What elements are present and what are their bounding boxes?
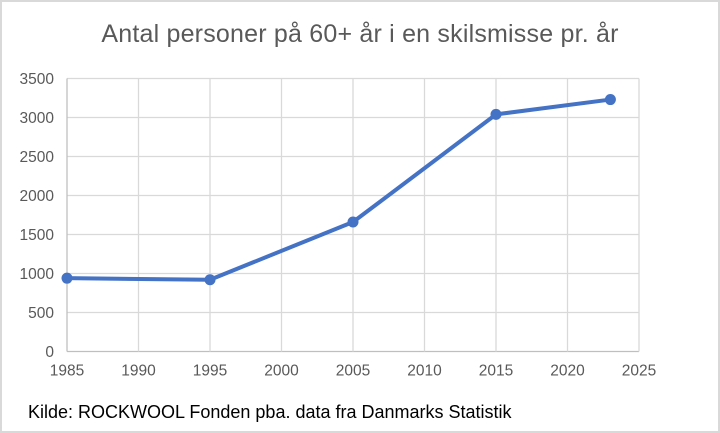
data-point-marker [604,94,616,106]
y-tick-label: 500 [28,305,54,322]
y-tick-label: 3500 [20,71,55,88]
y-tick-label: 2500 [20,149,55,166]
y-tick-label: 0 [45,344,54,361]
y-tick-label: 1500 [20,227,55,244]
data-point-marker [490,108,502,120]
chart-title: Antal personer på 60+ år i en skilsmisse… [101,20,619,48]
source-note: Kilde: ROCKWOOL Fonden pba. data fra Dan… [28,402,512,422]
x-tick-label: 2025 [622,363,656,380]
x-tick-label: 2000 [264,363,299,380]
y-tick-label: 3000 [20,110,55,127]
y-tick-label: 2000 [20,188,55,205]
x-tick-label: 1995 [193,363,227,380]
y-tick-label: 1000 [20,266,55,283]
x-tick-label: 2015 [479,363,513,380]
x-tick-label: 2010 [407,363,442,380]
series-line [65,97,613,282]
x-tick-label: 1985 [50,363,84,380]
x-tick-label: 2005 [336,363,370,380]
data-point-marker [347,216,359,228]
x-tick-label: 1990 [121,363,156,380]
data-point-marker [204,274,216,286]
data-point-marker [61,272,73,284]
x-tick-label: 2020 [550,363,585,380]
